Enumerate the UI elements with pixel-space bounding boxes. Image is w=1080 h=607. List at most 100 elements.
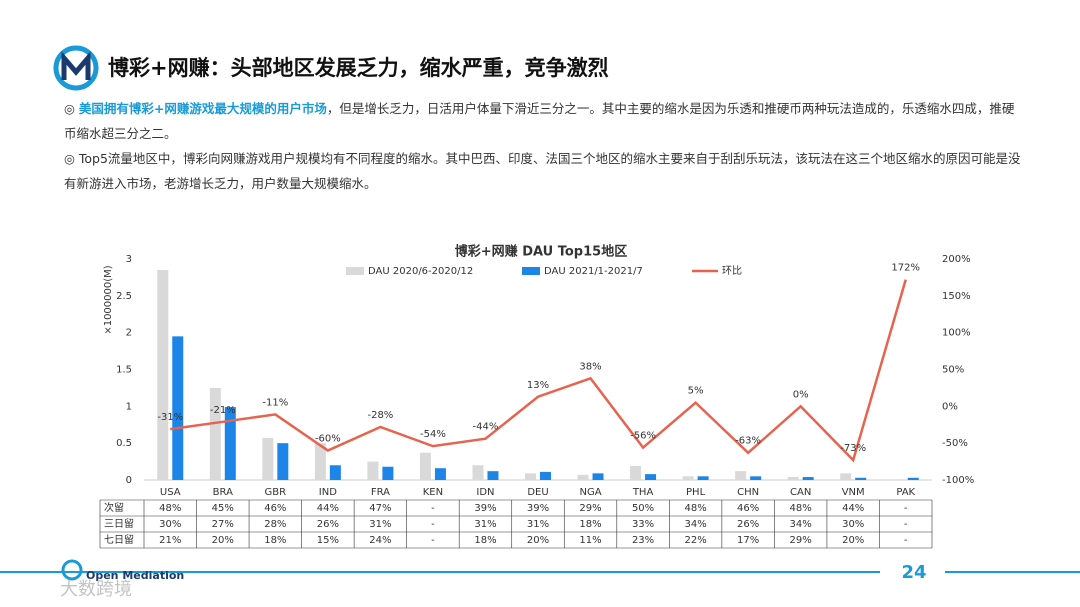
table-cell: 45% <box>212 503 234 514</box>
x-tick-label: PHL <box>686 487 706 498</box>
bar <box>577 474 589 480</box>
y-tick-label: 3 <box>126 254 132 265</box>
bar <box>367 461 379 480</box>
table-cell: 24% <box>369 535 391 546</box>
footer-logo-text: Open Mediation <box>86 569 184 582</box>
bar <box>434 468 446 480</box>
table-cell: 29% <box>579 503 601 514</box>
table-cell: 31% <box>527 519 549 530</box>
row-header: 三日留 <box>104 517 134 530</box>
table-cell: 30% <box>842 519 864 530</box>
table-cell: 34% <box>684 519 706 530</box>
bar <box>855 477 867 480</box>
bar <box>172 336 184 480</box>
data-label: -73% <box>840 443 866 454</box>
legend-label: DAU 2021/1-2021/7 <box>544 266 643 277</box>
table-cell: 30% <box>159 519 181 530</box>
y2-tick-label: 0% <box>942 401 958 412</box>
table-cell: - <box>904 503 908 514</box>
bar <box>787 477 799 480</box>
table-cell: 31% <box>369 519 391 530</box>
x-tick-label: USA <box>160 487 181 498</box>
table-cell: 18% <box>579 519 601 530</box>
table-cell: 18% <box>474 535 496 546</box>
y-tick-label: 2 <box>126 328 132 339</box>
bullet-text: ，但是增长乏力，日活用户体量下滑近三分之一。其中主要的缩水是因为乐透和推硬币两种… <box>64 101 1015 141</box>
table-cell: 26% <box>317 519 339 530</box>
x-tick-label: KEN <box>423 487 443 498</box>
data-label: -60% <box>315 434 341 445</box>
y-tick-label: 1 <box>126 401 132 412</box>
x-tick-label: FRA <box>371 487 390 498</box>
table-cell: 18% <box>264 535 286 546</box>
table-cell: 22% <box>684 535 706 546</box>
table-cell: 46% <box>264 503 286 514</box>
table-cell: 20% <box>212 535 234 546</box>
data-label: 172% <box>891 263 920 274</box>
logo <box>61 51 91 80</box>
table-cell: 50% <box>632 503 654 514</box>
table-cell: 48% <box>159 503 181 514</box>
bar <box>329 465 341 480</box>
bullet-text: Top5流量地区中，博彩向网赚游戏用户规模均有不同程度的缩水。其中巴西、印度、法… <box>64 151 1021 191</box>
legend-label: 环比 <box>722 265 742 277</box>
table-cell: - <box>431 519 435 530</box>
watermark: 大数跨境 <box>60 579 132 600</box>
x-tick-label: CHN <box>737 487 759 498</box>
data-label: 0% <box>793 389 809 400</box>
y-tick-label: 2.5 <box>116 291 132 302</box>
bar <box>630 466 642 480</box>
bar <box>840 473 852 480</box>
table-cell: 21% <box>159 535 181 546</box>
y-tick-label: 0 <box>126 475 132 486</box>
data-label: -11% <box>262 397 288 408</box>
y-tick-label: 1.5 <box>116 365 132 376</box>
data-label: 5% <box>688 386 704 397</box>
bar <box>209 387 221 480</box>
y2-tick-label: 100% <box>942 328 971 339</box>
y-axis-title: ×1000000(M) <box>103 265 114 334</box>
x-tick-label: DEU <box>527 487 548 498</box>
table-cell: 28% <box>264 519 286 530</box>
row-header: 次留 <box>104 501 124 514</box>
bar <box>224 407 236 480</box>
table-cell: 39% <box>527 503 549 514</box>
y2-tick-label: 50% <box>942 365 964 376</box>
legend-swatch <box>522 267 540 275</box>
line <box>170 279 907 463</box>
data-label: -21% <box>210 405 236 416</box>
bar <box>472 465 484 480</box>
bar <box>750 476 762 480</box>
bar <box>540 471 551 480</box>
logo <box>53 45 99 91</box>
bullet-highlight: 美国拥有博彩+网赚游戏最大规模的用户市场 <box>78 101 327 116</box>
bullet: ◎ 美国拥有博彩+网赚游戏最大规模的用户市场，但是增长乏力，日活用户体量下滑近三… <box>64 101 1015 141</box>
table-cell: 48% <box>790 503 812 514</box>
table-cell: 29% <box>790 535 812 546</box>
slide-title: 博彩+网赚：头部地区发展乏力，缩水严重，竞争激烈 <box>108 56 609 80</box>
row-header: 七日留 <box>104 533 134 546</box>
data-label: -31% <box>157 412 183 423</box>
table-cell: 33% <box>632 519 654 530</box>
bar <box>157 270 169 480</box>
chart-title: 博彩+网赚 DAU Top15地区 <box>455 244 627 260</box>
bar <box>262 438 274 480</box>
bar <box>592 473 604 480</box>
data-label: 38% <box>579 361 601 372</box>
bar <box>382 466 394 480</box>
table-cell: 23% <box>632 535 654 546</box>
table-cell: 47% <box>369 503 391 514</box>
footer-logo <box>61 559 83 581</box>
y2-tick-label: 200% <box>942 254 971 265</box>
bar <box>892 479 904 480</box>
table-cell: 46% <box>737 503 759 514</box>
table-cell: 39% <box>474 503 496 514</box>
table-cell: 11% <box>579 535 601 546</box>
bar <box>645 474 657 480</box>
x-tick-label: VNM <box>842 487 865 498</box>
bar <box>802 477 814 480</box>
y-tick-label: 0.5 <box>116 438 132 449</box>
table-cell: 20% <box>842 535 864 546</box>
table-cell: 27% <box>212 519 234 530</box>
